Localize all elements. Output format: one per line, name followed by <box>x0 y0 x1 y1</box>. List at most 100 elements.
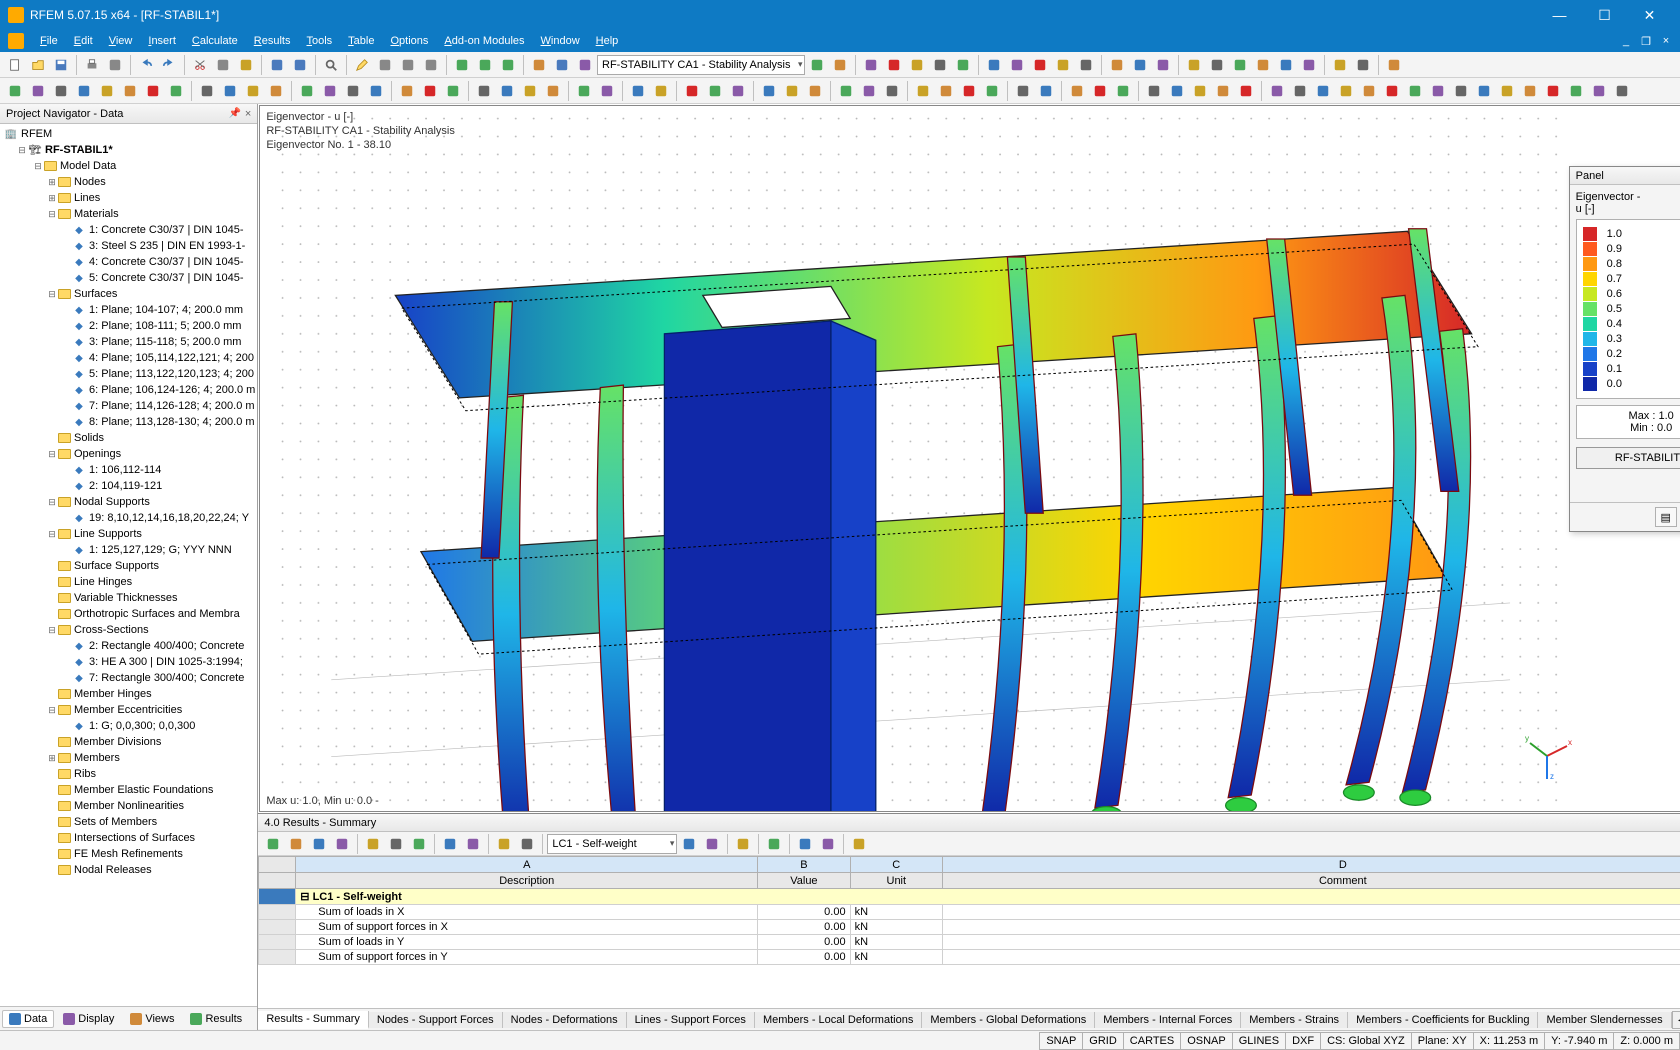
cell-comment[interactable] <box>942 905 1680 920</box>
extra2-icon[interactable] <box>1289 80 1311 102</box>
group-icon[interactable] <box>542 80 564 102</box>
tree-node[interactable]: ⊟Member Eccentricities <box>2 702 255 718</box>
go-prev-icon[interactable] <box>678 833 700 855</box>
results-tab[interactable]: Member Slendernesses <box>1538 1012 1671 1028</box>
next-icon[interactable] <box>308 833 330 855</box>
check-icon[interactable] <box>627 80 649 102</box>
render-icon[interactable] <box>1352 54 1374 76</box>
scale-icon[interactable] <box>727 80 749 102</box>
first-icon[interactable] <box>262 833 284 855</box>
tree-node[interactable]: ⊞Lines <box>2 190 255 206</box>
row-header[interactable] <box>259 935 296 950</box>
extra13-icon[interactable] <box>1542 80 1564 102</box>
tree-node[interactable]: ◆1: Plane; 104-107; 4; 200.0 mm <box>2 302 255 318</box>
tree-node[interactable]: Member Divisions <box>2 734 255 750</box>
deform-icon[interactable] <box>704 80 726 102</box>
tree-node[interactable]: ◆3: HE A 300 | DIN 1025-3:1994; <box>2 654 255 670</box>
edit-icon[interactable] <box>351 54 373 76</box>
tree-node[interactable]: ⊟Nodal Supports <box>2 494 255 510</box>
cell-comment[interactable] <box>942 950 1680 965</box>
tree-node[interactable]: ◆6: Plane; 106,124-126; 4; 200.0 m <box>2 382 255 398</box>
rf-stability-button[interactable]: RF-STABILITY <box>1576 447 1680 469</box>
find-row-icon[interactable] <box>408 833 430 855</box>
cell-comment[interactable] <box>942 935 1680 950</box>
tree-node[interactable]: Line Hinges <box>2 574 255 590</box>
solid-view-icon[interactable] <box>1129 54 1151 76</box>
member-icon[interactable] <box>528 54 550 76</box>
zoom-in-icon[interactable] <box>983 54 1005 76</box>
tree-node[interactable]: ◆3: Plane; 115-118; 5; 200.0 mm <box>2 334 255 350</box>
show-members-icon[interactable] <box>1229 54 1251 76</box>
options-icon[interactable] <box>1112 80 1134 102</box>
results-tab[interactable]: Nodes - Deformations <box>503 1012 627 1028</box>
hinge-icon[interactable] <box>242 80 264 102</box>
panel-tab1-icon[interactable]: ▤ <box>1655 507 1677 527</box>
tab-scroll-0[interactable]: ◄ <box>1672 1011 1680 1029</box>
menu-calculate[interactable]: Calculate <box>184 33 246 49</box>
tree-node[interactable]: ⊟Cross-Sections <box>2 622 255 638</box>
load-node-icon[interactable] <box>296 80 318 102</box>
navigator-close-icon[interactable]: × <box>245 108 251 120</box>
zoom-fit-icon[interactable] <box>1029 54 1051 76</box>
copy-icon[interactable] <box>212 54 234 76</box>
last-icon[interactable] <box>331 833 353 855</box>
col-header[interactable]: Comment <box>942 873 1680 889</box>
row-header[interactable] <box>259 905 296 920</box>
cell-unit[interactable]: kN <box>850 905 942 920</box>
tree-node[interactable]: Intersections of Surfaces <box>2 830 255 846</box>
mdi-close[interactable]: × <box>1656 35 1676 48</box>
menu-add-on-modules[interactable]: Add-on Modules <box>436 33 532 49</box>
view-z-icon[interactable] <box>929 54 951 76</box>
results-tab[interactable]: Members - Local Deformations <box>755 1012 922 1028</box>
line-icon[interactable] <box>50 80 72 102</box>
tree-node[interactable]: ◆1: G; 0,0,300; 0,0,300 <box>2 718 255 734</box>
solid-icon[interactable] <box>574 54 596 76</box>
loadcase-selector[interactable]: LC1 - Self-weight <box>547 834 677 854</box>
viewport-3d[interactable]: Eigenvector - u [-] RF-STABILITY CA1 - S… <box>259 105 1680 812</box>
extra6-icon[interactable] <box>1381 80 1403 102</box>
cell-value[interactable]: 0.00 <box>758 920 850 935</box>
tree-node[interactable]: ⊟Line Supports <box>2 526 255 542</box>
tree-node[interactable]: ⊞Nodes <box>2 174 255 190</box>
results-tab[interactable]: Members - Strains <box>1241 1012 1348 1028</box>
expand-icon[interactable]: ⊟ <box>46 529 58 540</box>
nav-tab-display[interactable]: Display <box>56 1010 121 1028</box>
status-toggle-osnap[interactable]: OSNAP <box>1180 1032 1233 1050</box>
calc-icon[interactable] <box>848 833 870 855</box>
extra4-icon[interactable] <box>1335 80 1357 102</box>
chart-icon[interactable] <box>794 833 816 855</box>
dxf-icon[interactable] <box>804 80 826 102</box>
tree-node[interactable]: ◆3: Steel S 235 | DIN EN 1993-1- <box>2 238 255 254</box>
rect-icon[interactable] <box>96 80 118 102</box>
plaus-icon[interactable] <box>650 80 672 102</box>
tree-node[interactable]: Solids <box>2 430 255 446</box>
select-icon[interactable] <box>4 80 26 102</box>
expand-icon[interactable]: ⊞ <box>46 753 58 764</box>
row-header[interactable] <box>259 920 296 935</box>
cell-value[interactable]: 0.00 <box>758 935 850 950</box>
expand-icon[interactable]: ⊟ <box>46 625 58 636</box>
rotate-icon[interactable] <box>497 54 519 76</box>
col-letter[interactable]: C <box>850 857 942 873</box>
col-letter[interactable]: D <box>942 857 1680 873</box>
extra11-icon[interactable] <box>1496 80 1518 102</box>
batch-icon[interactable] <box>881 80 903 102</box>
tree-node[interactable]: ◆19: 8,10,12,14,16,18,20,22,24; Y <box>2 510 255 526</box>
extra16-icon[interactable] <box>1611 80 1633 102</box>
cell-desc[interactable]: Sum of loads in X <box>296 905 758 920</box>
refine-icon[interactable] <box>596 80 618 102</box>
extra7-icon[interactable] <box>1404 80 1426 102</box>
mirror-icon[interactable] <box>474 54 496 76</box>
refresh-icon[interactable] <box>732 833 754 855</box>
paste-icon[interactable] <box>235 54 257 76</box>
status-toggle-cartes[interactable]: CARTES <box>1123 1032 1181 1050</box>
sort-icon[interactable] <box>385 833 407 855</box>
redo-icon[interactable] <box>158 54 180 76</box>
colors-icon[interactable] <box>1329 54 1351 76</box>
menu-view[interactable]: View <box>101 33 141 49</box>
autofit-icon[interactable] <box>462 833 484 855</box>
col-letter[interactable]: B <box>758 857 850 873</box>
pointer-icon[interactable] <box>27 80 49 102</box>
text-icon[interactable] <box>419 80 441 102</box>
extra8-icon[interactable] <box>1427 80 1449 102</box>
